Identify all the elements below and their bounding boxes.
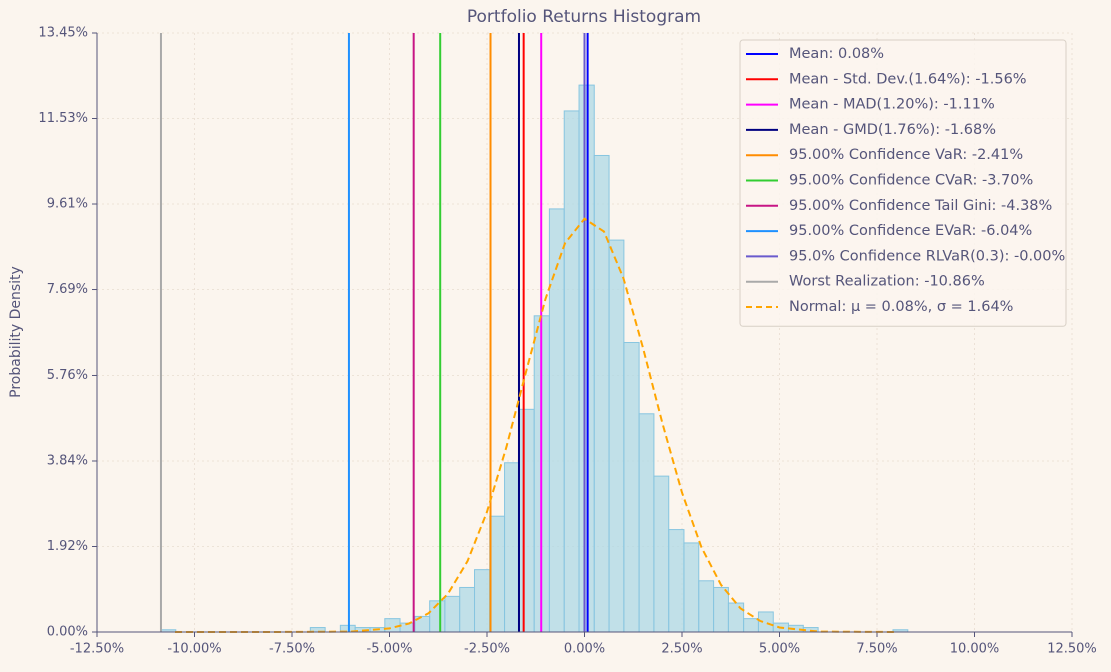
bar: [489, 515, 506, 633]
y-tick-label: 1.92%: [47, 539, 88, 554]
bar: [593, 154, 610, 633]
x-tick-label: 7.50%: [856, 642, 897, 657]
legend-box: [739, 39, 1067, 327]
bar: [444, 595, 461, 633]
legend-label: 95.00% Confidence Tail Gini: -4.38%: [789, 198, 1052, 214]
x-tick-label: -2.50%: [464, 642, 510, 657]
legend-label: Mean - GMD(1.76%): -1.68%: [789, 122, 996, 138]
bar: [474, 569, 491, 633]
legend-label: 95.0% Confidence RLVaR(0.3): -0.00%: [789, 248, 1065, 264]
bar: [698, 580, 715, 633]
y-tick-label: 11.53%: [38, 111, 88, 126]
legend-label: Worst Realization: -10.86%: [789, 274, 985, 290]
chart-title: Portfolio Returns Histogram: [467, 7, 701, 27]
bar: [683, 542, 700, 633]
x-tick-label: 0.00%: [564, 642, 605, 657]
legend-label: Mean - Std. Dev.(1.64%): -1.56%: [789, 71, 1027, 87]
bar: [548, 208, 565, 633]
legend-label: 95.00% Confidence CVaR: -3.70%: [789, 173, 1033, 189]
legend-label: Normal: μ = 0.08%, σ = 1.64%: [789, 299, 1013, 315]
bar: [743, 618, 759, 633]
bar: [638, 413, 655, 633]
x-tick-label: 10.00%: [950, 642, 1000, 657]
x-tick-label: -10.00%: [167, 642, 221, 657]
y-tick-label: 0.00%: [47, 625, 88, 640]
bar: [713, 586, 729, 633]
bar: [504, 462, 520, 633]
x-tick-label: -5.00%: [367, 642, 413, 657]
bar: [563, 110, 580, 633]
bar: [653, 475, 670, 633]
x-tick-label: -12.50%: [70, 642, 124, 657]
y-tick-label: 5.76%: [47, 368, 88, 383]
x-tick-label: 2.50%: [661, 642, 702, 657]
legend-label: Mean: 0.08%: [789, 46, 884, 62]
legend-label: 95.00% Confidence VaR: -2.41%: [789, 147, 1023, 163]
bar: [727, 602, 745, 633]
x-tick-label: 12.50%: [1047, 642, 1097, 657]
bar: [668, 529, 685, 633]
y-tick-label: 3.84%: [47, 453, 88, 468]
y-tick-label: 9.61%: [47, 197, 88, 212]
x-tick-label: -7.50%: [269, 642, 315, 657]
bar: [623, 342, 640, 633]
y-tick-label: 7.69%: [47, 282, 88, 297]
legend-label: Mean - MAD(1.20%): -1.11%: [789, 97, 995, 113]
y-axis-label: Probability Density: [8, 266, 24, 398]
bar: [608, 239, 625, 633]
bar: [459, 586, 476, 633]
y-tick-label: 13.45%: [38, 26, 88, 41]
x-tick-label: 5.00%: [759, 642, 800, 657]
bar: [518, 408, 535, 633]
legend-label: 95.00% Confidence EVaR: -6.04%: [789, 223, 1032, 239]
